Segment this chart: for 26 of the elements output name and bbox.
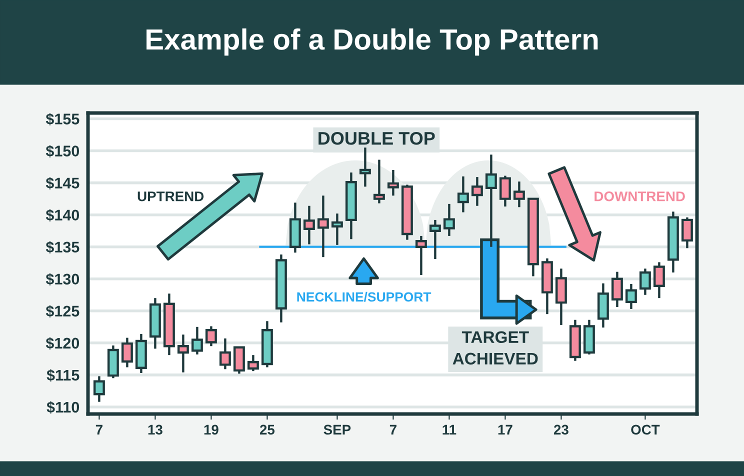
- x-tick-label: SEP: [324, 424, 351, 435]
- y-tick-label: $130: [46, 273, 80, 286]
- x-tick-label: 25: [260, 424, 275, 435]
- y-tick-label: $125: [46, 305, 80, 318]
- y-tick-label: $150: [46, 144, 80, 158]
- y-tick-label: $110: [46, 401, 80, 414]
- x-tick-label: 11: [442, 424, 456, 434]
- x-tick-label: OCT: [631, 424, 660, 435]
- y-tick-label: $115: [46, 369, 80, 382]
- x-tick-label: 7: [390, 424, 396, 434]
- annotation: DOUBLE TOP: [318, 132, 435, 145]
- y-tick-label: $120: [46, 337, 80, 350]
- legend-label: NECKLINE/SUPPORT: [297, 292, 432, 302]
- x-tick-label: 17: [498, 424, 512, 434]
- annotation: UPTREND: [138, 192, 204, 202]
- x-tick-label: 23: [554, 424, 568, 435]
- annotation: DOWNTREND: [594, 191, 685, 202]
- x-tick-label: 7: [96, 424, 102, 434]
- y-tick-label: $155: [46, 112, 80, 126]
- chart-title: Example of a Double Top Pattern: [146, 28, 598, 56]
- y-tick-label: $135: [46, 241, 80, 254]
- y-tick-label: $140: [46, 209, 80, 222]
- y-tick-label: $145: [46, 177, 80, 190]
- x-tick-label: 13: [148, 424, 162, 435]
- annotation: TARGET ACHIEVED: [452, 331, 538, 365]
- x-tick-label: 19: [204, 424, 218, 435]
